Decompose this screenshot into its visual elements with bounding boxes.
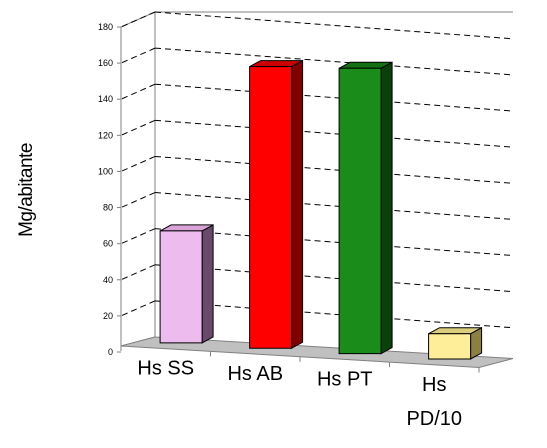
y-tick-label: 40 — [103, 275, 113, 285]
gridline-side — [121, 156, 155, 171]
gridline — [155, 48, 513, 75]
y-tick-label: 120 — [98, 130, 113, 140]
bar-side-face — [381, 62, 392, 353]
bar — [250, 61, 303, 349]
y-tick-label: 140 — [98, 94, 113, 104]
bar-side-face — [202, 225, 213, 343]
bar-front-face — [160, 231, 202, 343]
x-tick-label: Hs — [422, 374, 446, 396]
gridline-side — [121, 120, 155, 135]
x-tick-label: Hs SS — [137, 358, 194, 380]
gridline-side — [121, 84, 155, 99]
gridline-side — [121, 229, 155, 244]
x-tick-label: Hs AB — [227, 363, 283, 385]
bar — [339, 62, 392, 353]
left-wall — [121, 12, 155, 346]
gridline-side — [121, 48, 155, 63]
y-tick-label: 60 — [103, 239, 113, 249]
y-tick-label: 20 — [103, 311, 113, 321]
bar-front-face — [429, 334, 471, 359]
gridline — [155, 84, 513, 111]
y-tick-label: 160 — [98, 58, 113, 68]
x-tick-label: Hs PT — [317, 368, 373, 390]
gridline — [155, 156, 513, 183]
y-tick-label: 100 — [98, 166, 113, 176]
bar-side-face — [292, 61, 303, 349]
y-tick-label: 180 — [98, 22, 113, 32]
gridline-side — [121, 265, 155, 280]
x-tick-label: PD/10 — [406, 408, 462, 430]
gridline — [155, 120, 513, 147]
y-tick-label: 80 — [103, 203, 113, 213]
gridline-side — [121, 193, 155, 208]
y-tick-label: 0 — [108, 347, 113, 357]
bar-front-face — [250, 67, 292, 349]
bar — [429, 328, 482, 359]
gridline — [155, 193, 513, 220]
bar-front-face — [339, 68, 381, 353]
bar — [160, 225, 213, 343]
gridline — [155, 12, 513, 39]
gridline-side — [121, 301, 155, 316]
